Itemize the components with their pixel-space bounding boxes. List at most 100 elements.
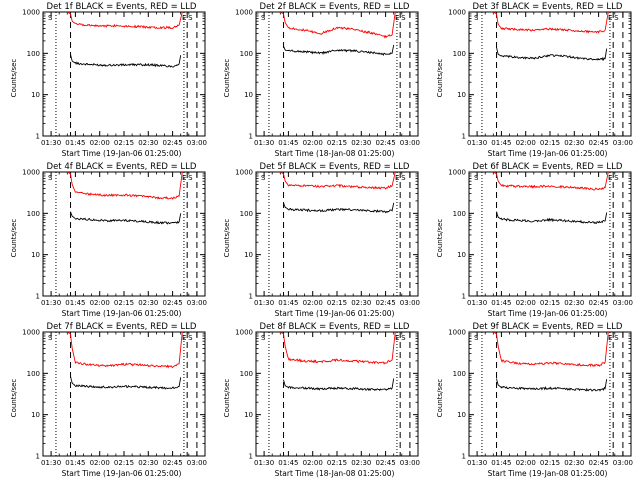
y-tick-label: 10 [31,251,40,259]
y-tick-label: 10 [31,91,40,99]
y-tick-label: 10 [244,251,253,259]
y-tick-label: 1 [36,293,40,301]
y-tick-label: 1000 [22,169,40,177]
y-tick-label: 1000 [448,9,466,17]
plot-frame [42,11,206,137]
x-tick-label: 02:00 [90,299,110,307]
marker-label: S [188,14,193,22]
plot-frame [468,11,632,137]
x-tick-label: 02:15 [114,299,134,307]
x-axis-label: Start Time (19-Jan-06 01:25:00) [274,309,395,318]
y-tick-label: 1000 [235,329,253,337]
x-tick-label: 01:45 [65,299,85,307]
x-tick-label: 02:30 [564,459,584,467]
plot-frame [468,171,632,297]
lld-series-line [280,12,396,39]
y-tick-label: 10 [31,411,40,419]
panel-title: Det 3f BLACK = Events, RED = LLD [472,2,623,12]
x-tick-label: 02:30 [351,139,371,147]
lld-series-line [67,172,183,200]
x-tick-label: 03:00 [613,299,633,307]
detector-panel: 1 10 100 1000 01:30 01:45 02:00 02:15 02:30 02:45… [426,320,639,480]
x-axis-label: Start Time (18-Jan-08 01:25:00) [274,469,395,478]
y-tick-label: 1 [249,453,253,461]
panel-title: Det 8f BLACK = Events, RED = LLD [259,322,410,332]
y-tick-label: 100 [27,210,40,218]
marker-label: S [474,174,479,182]
x-tick-label: 01:45 [278,459,298,467]
x-tick-label: 02:15 [540,139,560,147]
x-tick-label: 03:00 [187,299,207,307]
chart-svg: 1 10 100 1000 01:30 01:45 02:00 02:15 02:30 02:45… [448,9,633,148]
marker-label: S [188,334,193,342]
y-tick-label: 1000 [235,9,253,17]
marker-label: S [261,174,266,182]
x-tick-label: 03:00 [187,459,207,467]
y-tick-label: 100 [240,210,253,218]
x-tick-label: 03:00 [400,459,420,467]
y-axis-label: Counts/sec [223,378,231,418]
x-tick-label: 01:45 [491,459,511,467]
chart-svg: 1 10 100 1000 01:30 01:45 02:00 02:15 02:30 02:45… [235,329,420,468]
detector-panel: 1 10 100 1000 01:30 01:45 02:00 02:15 02:30 02:45… [0,160,213,320]
x-tick-label: 01:45 [65,139,85,147]
y-axis-label: Counts/sec [10,58,18,98]
y-tick-label: 1000 [22,9,40,17]
x-axis-label: Start Time (19-Jan-06 01:25:00) [61,149,182,158]
y-tick-label: 10 [457,251,466,259]
x-tick-label: 02:15 [540,299,560,307]
x-tick-label: 01:30 [41,299,61,307]
x-tick-label: 01:45 [278,139,298,147]
marker-label: S [474,14,479,22]
y-axis-label: Counts/sec [10,218,18,258]
x-tick-label: 01:45 [491,299,511,307]
x-tick-label: 02:30 [351,459,371,467]
x-tick-label: 02:45 [589,139,609,147]
marker-label: E [395,334,399,342]
lld-series-line [67,332,183,369]
x-tick-label: 02:00 [90,139,110,147]
y-tick-label: 1 [36,453,40,461]
y-tick-label: 100 [453,370,466,378]
y-tick-label: 100 [240,370,253,378]
lld-series-line [493,172,609,191]
marker-label: S [48,14,53,22]
y-tick-label: 1000 [448,169,466,177]
y-axis-label: Counts/sec [436,58,444,98]
x-tick-label: 01:30 [41,139,61,147]
x-tick-label: 02:45 [163,299,183,307]
marker-label: E [395,14,399,22]
x-tick-label: 02:30 [351,299,371,307]
y-tick-label: 10 [244,91,253,99]
y-tick-label: 100 [240,50,253,58]
marker-label: E [608,334,612,342]
x-axis-label: Start Time (19-Jan-06 01:25:00) [487,149,608,158]
x-tick-label: 03:00 [187,139,207,147]
x-tick-label: 01:45 [491,139,511,147]
events-series-line [70,211,182,225]
y-tick-label: 100 [453,50,466,58]
y-tick-label: 10 [457,91,466,99]
x-tick-label: 01:30 [467,459,487,467]
y-axis-label: Counts/sec [436,218,444,258]
marker-label: S [401,14,406,22]
lld-series-line [493,332,609,368]
x-tick-label: 02:45 [589,299,609,307]
x-tick-label: 01:30 [254,459,274,467]
marker-label: E [182,14,186,22]
x-axis-label: Start Time (19-Jan-06 01:25:00) [61,469,182,478]
x-tick-label: 02:45 [376,299,396,307]
y-tick-label: 1000 [235,169,253,177]
x-tick-label: 02:00 [516,139,536,147]
marker-label: S [261,334,266,342]
x-tick-label: 03:00 [613,139,633,147]
x-tick-label: 01:45 [65,459,85,467]
events-series-line [283,202,395,214]
y-tick-label: 1 [462,293,466,301]
x-tick-label: 02:45 [163,139,183,147]
x-tick-label: 02:30 [564,299,584,307]
marker-label: S [48,174,53,182]
plot-frame [255,331,419,457]
y-tick-label: 1000 [22,329,40,337]
chart-svg: 1 10 100 1000 01:30 01:45 02:00 02:15 02:30 02:45… [448,329,633,468]
